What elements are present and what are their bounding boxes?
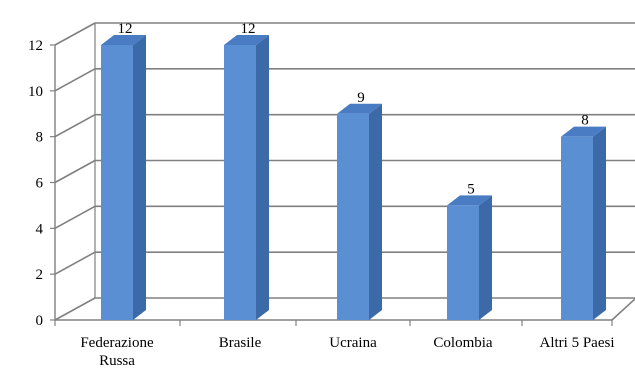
x-category-label-line: Altri 5 Paesi — [540, 335, 615, 351]
x-category-label: Federazione Russa — [80, 335, 154, 369]
gridline-side — [54, 251, 96, 275]
x-category-label: Altri 5 Paesi — [540, 335, 615, 351]
axis-layer: 0 2 4 6 8 10 12 — [28, 38, 635, 329]
bar-top — [101, 35, 146, 45]
bar-top — [447, 195, 492, 206]
y-tick-label: 6 — [36, 176, 44, 192]
data-label: 12 — [118, 21, 133, 37]
gridline-side — [54, 68, 96, 92]
label-layer: 12 Federazione Russa 12 Brasile 9 Ucraina 5 Colo… — [80, 21, 614, 369]
y-tick-label: 0 — [36, 313, 44, 329]
y-tick-label: 4 — [36, 221, 44, 237]
bar-layer — [101, 35, 606, 321]
x-category-label: Brasile — [219, 335, 262, 351]
bar — [101, 35, 146, 320]
y-tick-label: 10 — [28, 84, 43, 100]
y-tick-label: 12 — [28, 38, 43, 54]
floor-edge — [611, 297, 635, 321]
x-category-label-line: Ucraina — [329, 335, 377, 351]
data-label: 8 — [581, 113, 589, 129]
x-category-label-line: Federazione — [80, 335, 154, 351]
bar — [337, 103, 382, 320]
data-label: 12 — [241, 21, 256, 37]
data-label: 9 — [357, 90, 365, 106]
bar-front — [101, 45, 133, 320]
bar-side — [256, 35, 269, 320]
x-category-label-line: Brasile — [219, 335, 262, 351]
x-category-label-line: Russa — [99, 353, 135, 369]
bar-front — [337, 113, 369, 320]
y-tick-label: 8 — [36, 130, 44, 146]
bar — [447, 195, 492, 320]
bar-front — [447, 205, 479, 320]
x-category-label: Colombia — [433, 335, 493, 351]
bar-top — [561, 126, 606, 137]
x-category-label-line: Colombia — [433, 335, 493, 351]
gridline-side — [54, 297, 96, 321]
bar-top — [337, 103, 382, 114]
bar — [224, 35, 269, 320]
bar-side — [369, 103, 382, 320]
y-tick-label: 2 — [36, 267, 44, 283]
gridline-side — [54, 113, 96, 138]
gridline-side — [54, 159, 96, 184]
bar — [561, 126, 606, 321]
gridline-side — [54, 22, 96, 46]
bar-side — [593, 126, 606, 321]
gridline-side — [54, 205, 96, 230]
bar-front — [561, 136, 593, 320]
bar-side — [133, 35, 146, 320]
data-label: 5 — [467, 181, 475, 197]
bar-side — [479, 195, 492, 320]
x-category-label: Ucraina — [329, 335, 377, 351]
bar-front — [224, 45, 256, 320]
bar-top — [224, 35, 269, 45]
